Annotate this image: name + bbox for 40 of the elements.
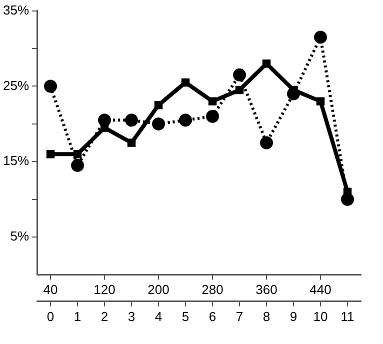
x2-tick-label: 11 [340, 308, 354, 324]
x2-tick-label: 5 [182, 308, 190, 324]
x-tick-label: 40 [43, 282, 58, 298]
point [233, 68, 246, 82]
point [73, 150, 82, 158]
point [314, 30, 328, 44]
x2-tick-label: 10 [313, 308, 328, 324]
x2-tick-label: 1 [74, 308, 82, 324]
x2-tick-label: 2 [100, 308, 108, 324]
x2-tick-label: 4 [154, 308, 162, 324]
x2-tick-label: 0 [46, 308, 54, 324]
point [208, 97, 217, 106]
x2-tick-label: 9 [290, 308, 298, 324]
point [71, 158, 84, 172]
x2-tick-label: 7 [236, 308, 244, 324]
point [316, 97, 325, 106]
point [260, 136, 274, 150]
x-tick-label: 440 [310, 282, 332, 298]
point [125, 114, 138, 127]
point [181, 78, 190, 87]
point [154, 100, 163, 110]
x2-tick-label: 6 [208, 308, 216, 324]
point [152, 117, 166, 130]
x-tick-label: 360 [256, 282, 278, 298]
x-tick-label: 120 [94, 282, 116, 298]
y-tick-label: 35% [2, 2, 30, 18]
point [262, 59, 271, 68]
point [179, 114, 192, 127]
y-tick-label: 25% [2, 78, 30, 93]
x2-tick-label: 3 [128, 308, 136, 324]
x-tick-label: 280 [202, 282, 224, 298]
point [127, 138, 136, 147]
point [44, 80, 58, 93]
y-tick-label: 5% [10, 228, 30, 244]
point [235, 86, 244, 94]
x-tick-label: 200 [148, 282, 170, 298]
x2-tick-label: 8 [262, 308, 270, 324]
point [206, 110, 220, 123]
point [46, 150, 55, 158]
y-tick-label: 15% [2, 153, 30, 168]
